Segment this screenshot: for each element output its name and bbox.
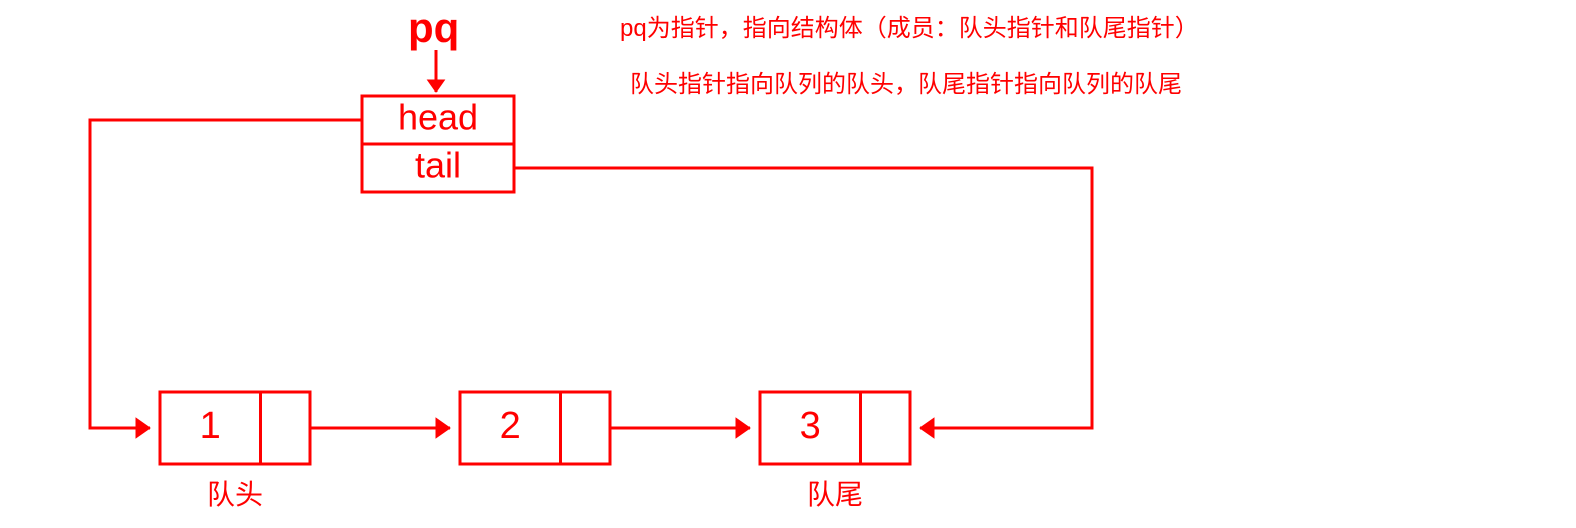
struct-cell-label: head [398, 97, 478, 138]
queue-node-value: 2 [500, 405, 521, 447]
queue-node [160, 392, 310, 464]
queue-node-caption: 队头 [207, 479, 263, 510]
queue-node-value: 1 [200, 405, 221, 447]
queue-node [460, 392, 610, 464]
arrow-head-icon [428, 80, 445, 92]
annotation-text: pq为指针，指向结构体（成员：队头指针和队尾指针） [620, 15, 1199, 42]
annotation-text: 队头指针指向队列的队头，队尾指针指向队列的队尾 [630, 71, 1182, 98]
arrow-head-icon [136, 418, 150, 438]
arrow-head-icon [736, 418, 750, 438]
edge-head_to_n1 [90, 120, 362, 428]
arrow-head-icon [436, 418, 450, 438]
queue-node-caption: 队尾 [807, 479, 863, 510]
pointer-label: pq [408, 4, 459, 51]
queue-node [760, 392, 910, 464]
edge-tail_to_n3 [514, 168, 1092, 428]
arrow-head-icon [920, 418, 934, 438]
struct-cell-label: tail [415, 145, 461, 186]
queue-node-value: 3 [800, 405, 821, 447]
